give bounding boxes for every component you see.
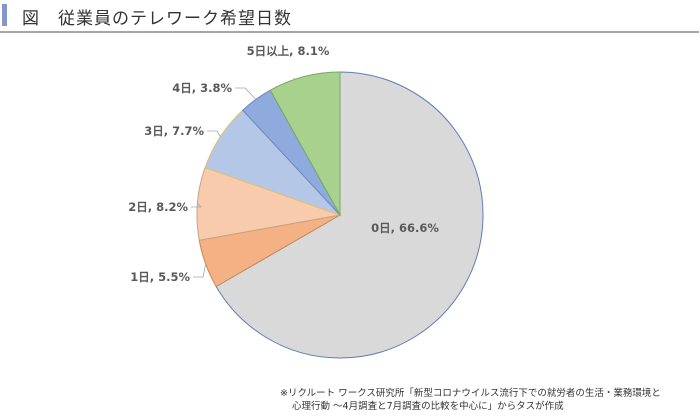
data-label-3: 3日, 7.7% bbox=[144, 124, 204, 138]
leader-lines bbox=[191, 77, 295, 278]
data-label-0: 0日, 66.6% bbox=[371, 221, 439, 235]
data-labels: 0日, 66.6% 1日, 5.5% 2日, 8.2% 3日, 7.7% 4日, 3.8… bbox=[128, 44, 439, 284]
figure-header: 図 従業員のテレワーク希望日数 bbox=[0, 0, 700, 33]
data-label-2: 2日, 8.2% bbox=[128, 200, 188, 214]
source-line-2: 心理行動 ～4月調査と7月調査の比較を中心に」からタスが作成 bbox=[292, 401, 564, 412]
leader-line-4 bbox=[235, 87, 257, 100]
leader-line-1 bbox=[193, 264, 207, 278]
source-note: ※リクルート ワークス研究所「新型コロナウイルス流行下での就労者の生活・業務環境… bbox=[280, 387, 661, 413]
title-accent-bar bbox=[2, 4, 7, 26]
data-label-5: 5日以上, 8.1% bbox=[247, 44, 330, 58]
data-label-4: 4日, 3.8% bbox=[172, 81, 232, 95]
leader-line-2 bbox=[191, 203, 202, 208]
title-divider bbox=[0, 31, 699, 33]
pie-slices bbox=[196, 71, 484, 359]
chart-title: 従業員のテレワーク希望日数 bbox=[58, 9, 292, 29]
pie-slice-5 bbox=[269, 71, 341, 217]
figure-label: 図 bbox=[22, 9, 39, 29]
leader-line-3 bbox=[207, 130, 221, 137]
data-label-1: 1日, 5.5% bbox=[130, 270, 190, 284]
pie-slice-0 bbox=[215, 71, 484, 359]
source-line-1: ※リクルート ワークス研究所「新型コロナウイルス流行下での就労者の生活・業務環境… bbox=[280, 388, 661, 399]
